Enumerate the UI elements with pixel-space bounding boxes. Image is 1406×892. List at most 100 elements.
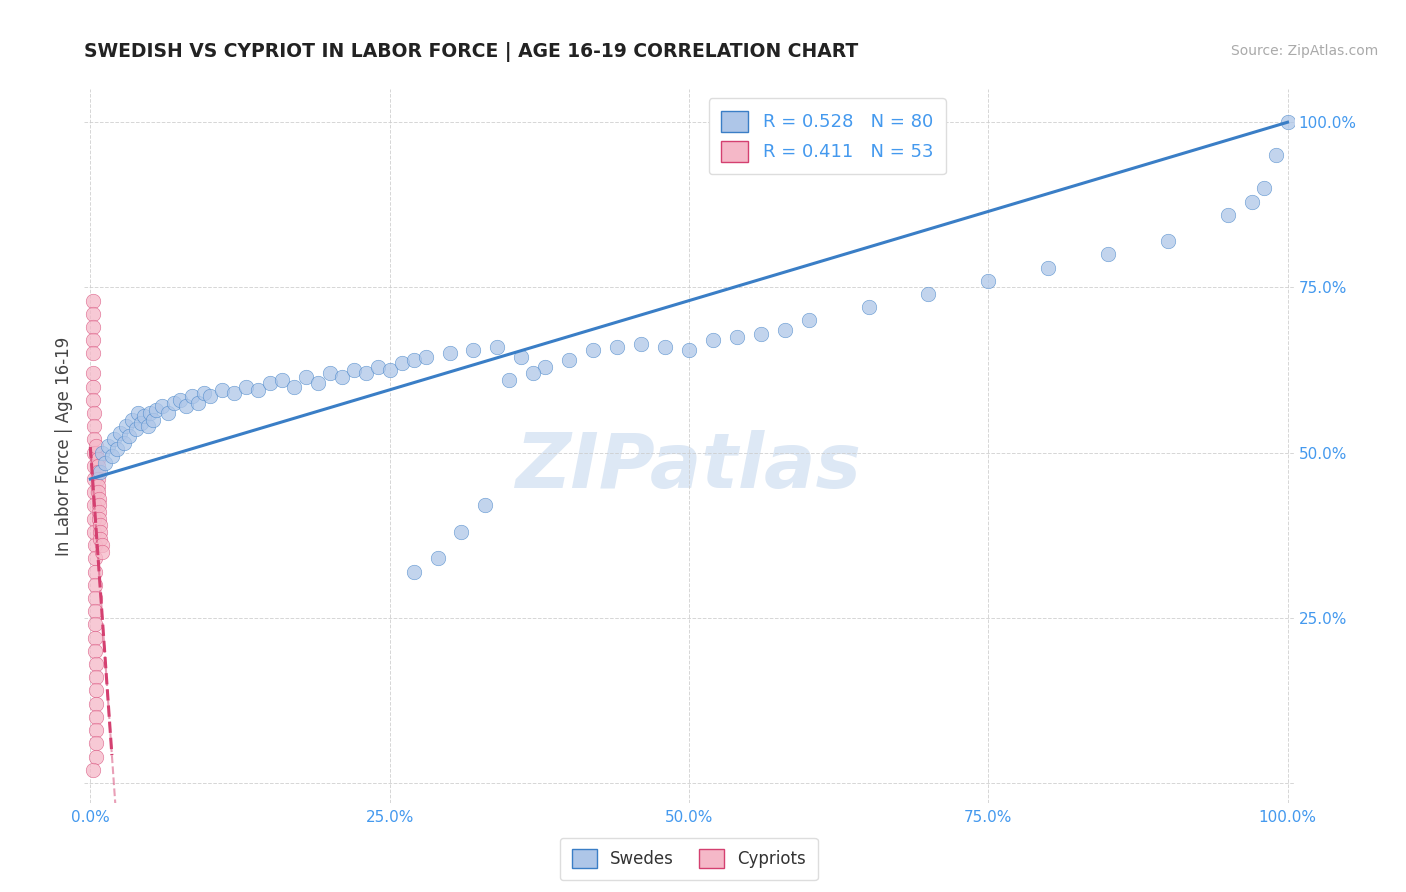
Point xyxy=(498,373,520,387)
Point xyxy=(93,456,115,470)
Point xyxy=(1240,194,1263,209)
Point xyxy=(86,458,108,473)
Point xyxy=(319,367,342,381)
Point xyxy=(82,307,104,321)
Point xyxy=(91,538,114,552)
Point xyxy=(773,323,796,337)
Point xyxy=(439,346,461,360)
Point xyxy=(110,425,132,440)
Point xyxy=(1216,208,1239,222)
Point xyxy=(89,518,111,533)
Point xyxy=(402,353,425,368)
Point xyxy=(142,412,165,426)
Point xyxy=(84,538,107,552)
Point xyxy=(82,293,104,308)
Point xyxy=(84,578,107,592)
Point xyxy=(402,565,425,579)
Point xyxy=(415,350,437,364)
Text: ZIPatlas: ZIPatlas xyxy=(516,431,862,504)
Point xyxy=(83,445,105,459)
Point xyxy=(84,644,107,658)
Point xyxy=(1277,115,1299,129)
Point xyxy=(87,511,110,525)
Point xyxy=(83,511,105,525)
Point xyxy=(678,343,700,358)
Point xyxy=(83,433,105,447)
Point xyxy=(86,439,108,453)
Y-axis label: In Labor Force | Age 16-19: In Labor Force | Age 16-19 xyxy=(55,336,73,556)
Point xyxy=(354,367,377,381)
Point xyxy=(474,499,496,513)
Point xyxy=(858,300,880,314)
Point xyxy=(83,458,105,473)
Point xyxy=(725,330,748,344)
Point xyxy=(86,657,108,671)
Point xyxy=(82,333,104,347)
Point xyxy=(89,466,111,480)
Point xyxy=(86,683,108,698)
Point xyxy=(86,472,108,486)
Point xyxy=(522,367,544,381)
Point xyxy=(198,389,221,403)
Point xyxy=(87,491,110,506)
Point xyxy=(259,376,281,391)
Point xyxy=(86,749,108,764)
Point xyxy=(82,346,104,360)
Point xyxy=(82,367,104,381)
Point xyxy=(222,386,245,401)
Point xyxy=(86,485,108,500)
Point xyxy=(86,736,108,750)
Point xyxy=(450,524,472,539)
Point xyxy=(1097,247,1119,261)
Point xyxy=(82,379,104,393)
Point xyxy=(235,379,257,393)
Point xyxy=(157,406,180,420)
Point xyxy=(630,336,652,351)
Point xyxy=(367,359,389,374)
Point xyxy=(127,406,149,420)
Point xyxy=(89,532,111,546)
Point xyxy=(330,369,353,384)
Point xyxy=(270,373,292,387)
Legend: Swedes, Cypriots: Swedes, Cypriots xyxy=(560,838,818,880)
Point xyxy=(136,419,159,434)
Point xyxy=(121,412,143,426)
Point xyxy=(391,356,413,370)
Point xyxy=(534,359,557,374)
Point xyxy=(246,383,269,397)
Point xyxy=(139,406,162,420)
Point xyxy=(797,313,820,327)
Point xyxy=(83,472,105,486)
Point xyxy=(582,343,605,358)
Point xyxy=(82,763,104,777)
Point xyxy=(82,392,104,407)
Point xyxy=(463,343,485,358)
Point xyxy=(86,445,108,459)
Point xyxy=(977,274,1000,288)
Point xyxy=(87,499,110,513)
Text: SWEDISH VS CYPRIOT IN LABOR FORCE | AGE 16-19 CORRELATION CHART: SWEDISH VS CYPRIOT IN LABOR FORCE | AGE … xyxy=(84,43,859,62)
Point xyxy=(83,406,105,420)
Point xyxy=(84,591,107,605)
Point xyxy=(510,350,533,364)
Point xyxy=(283,379,305,393)
Point xyxy=(1253,181,1275,195)
Point xyxy=(86,466,108,480)
Point xyxy=(1157,234,1180,248)
Point xyxy=(378,363,401,377)
Point xyxy=(129,416,152,430)
Point xyxy=(87,505,110,519)
Point xyxy=(174,400,197,414)
Point xyxy=(134,409,156,424)
Point xyxy=(84,617,107,632)
Point xyxy=(84,631,107,645)
Point xyxy=(1036,260,1059,275)
Point xyxy=(150,400,173,414)
Text: Source: ZipAtlas.com: Source: ZipAtlas.com xyxy=(1230,44,1378,58)
Point xyxy=(295,369,318,384)
Point xyxy=(163,396,186,410)
Point xyxy=(654,340,676,354)
Point xyxy=(105,442,128,457)
Point xyxy=(97,439,120,453)
Point xyxy=(83,499,105,513)
